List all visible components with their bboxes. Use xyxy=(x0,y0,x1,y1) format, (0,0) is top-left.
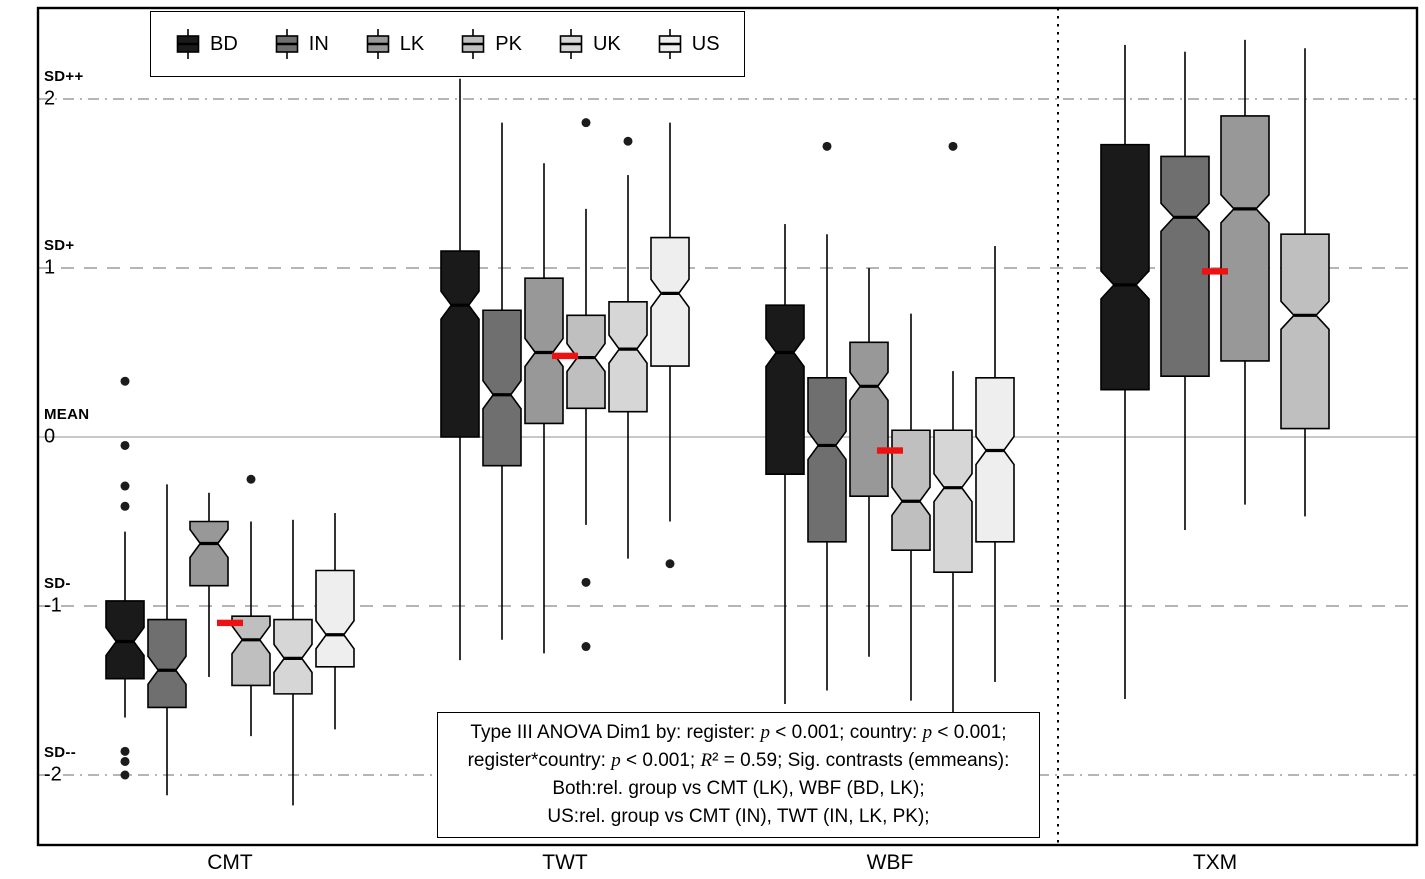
box-TWT-US xyxy=(650,236,690,367)
outlier-CMT-PK xyxy=(246,474,256,484)
annotation-line-4: US:rel. group vs CMT (IN), TWT (IN, LK, … xyxy=(547,806,930,827)
legend-item-IN: IN xyxy=(274,29,329,59)
outlier-TWT-PK xyxy=(581,642,591,652)
boxplot-key-icon xyxy=(461,29,485,59)
legend-item-PK: PK xyxy=(460,29,522,59)
box-CMT-UK xyxy=(273,618,313,695)
box-TXM-PK xyxy=(1280,233,1330,430)
red-mean-marker-TXM xyxy=(1202,268,1228,275)
outlier-TWT-UK xyxy=(623,136,633,146)
boxplot-key-icon xyxy=(658,29,682,59)
box-CMT-LK xyxy=(189,520,229,587)
box-WBF-UK xyxy=(933,429,973,574)
x-tick-label-TXM: TXM xyxy=(1192,851,1238,874)
box-WBF-LK xyxy=(849,341,889,497)
box-TXM-BD xyxy=(1100,143,1150,391)
legend-label: BD xyxy=(210,32,238,55)
box-WBF-PK xyxy=(891,429,931,552)
box-TXM-LK xyxy=(1220,115,1270,362)
box-TWT-BD xyxy=(440,250,480,438)
legend-item-BD: BD xyxy=(175,29,238,59)
box-TXM-IN xyxy=(1160,155,1210,377)
red-mean-marker-WBF xyxy=(877,447,903,454)
boxplot-key-icon xyxy=(366,29,390,59)
legend-item-US: US xyxy=(657,29,720,59)
y-tick-label--2: -2 xyxy=(44,763,62,786)
outlier-CMT-BD xyxy=(120,481,130,491)
outlier-CMT-BD xyxy=(120,756,130,766)
box-CMT-BD xyxy=(105,600,145,680)
y-tick-label-2: 2 xyxy=(44,87,56,110)
legend-label: PK xyxy=(495,32,522,55)
box-CMT-IN xyxy=(147,618,187,709)
outlier-TWT-PK xyxy=(581,118,591,128)
x-tick-label-WBF: WBF xyxy=(866,851,914,874)
box-TWT-UK xyxy=(608,300,648,413)
outlier-WBF-IN xyxy=(822,141,832,151)
box-TWT-IN xyxy=(482,309,522,467)
outlier-CMT-BD xyxy=(120,746,130,756)
outlier-CMT-BD xyxy=(120,770,130,780)
box-TWT-LK xyxy=(524,277,564,425)
outlier-WBF-UK xyxy=(948,141,958,151)
y-tick-label-0: 0 xyxy=(44,425,56,448)
legend-label: LK xyxy=(399,32,425,55)
outlier-TWT-PK xyxy=(581,577,591,587)
legend-item-LK: LK xyxy=(365,29,424,59)
y-sd-label-MEAN: MEAN xyxy=(44,406,90,423)
legend-label: IN xyxy=(308,32,329,55)
y-tick-label-1: 1 xyxy=(44,256,56,279)
annotation-line-1: Type III ANOVA Dim1 by: register: p < 0.… xyxy=(470,722,1007,743)
y-sd-label-SD--: SD-- xyxy=(44,744,77,761)
y-sd-label-SD++: SD++ xyxy=(44,68,84,85)
legend-label: US xyxy=(691,32,720,55)
annotation-line-2: register*country: p < 0.001; R² = 0.59; … xyxy=(467,750,1010,771)
box-WBF-BD xyxy=(765,304,805,475)
plot-border xyxy=(36,6,1419,847)
legend: BD IN LK PK UK US xyxy=(150,11,745,77)
y-sd-label-SD-: SD- xyxy=(44,575,71,592)
y-sd-label-SD+: SD+ xyxy=(44,237,75,254)
boxplot-key-icon xyxy=(176,29,200,59)
boxplot-key-icon xyxy=(559,29,583,59)
y-tick-label--1: -1 xyxy=(44,594,62,617)
box-CMT-US xyxy=(315,569,355,668)
red-mean-marker-CMT xyxy=(217,619,243,627)
legend-label: UK xyxy=(592,32,621,55)
box-WBF-IN xyxy=(807,377,847,543)
outlier-TWT-US xyxy=(665,559,675,569)
x-tick-label-TWT: TWT xyxy=(542,851,588,874)
box-WBF-US xyxy=(975,377,1015,543)
outlier-CMT-BD xyxy=(120,440,130,450)
boxplot-key-icon xyxy=(275,29,299,59)
box-CMT-PK xyxy=(231,615,271,687)
anova-annotation-box: Type III ANOVA Dim1 by: register: p < 0.… xyxy=(437,712,1040,838)
outlier-CMT-BD xyxy=(120,501,130,511)
red-mean-marker-TWT xyxy=(552,352,578,360)
box-TWT-PK xyxy=(566,314,606,410)
outlier-CMT-BD xyxy=(120,376,130,386)
legend-item-UK: UK xyxy=(558,29,621,59)
x-tick-label-CMT: CMT xyxy=(207,851,253,874)
annotation-line-3: Both:rel. group vs CMT (LK), WBF (BD, LK… xyxy=(552,778,925,799)
